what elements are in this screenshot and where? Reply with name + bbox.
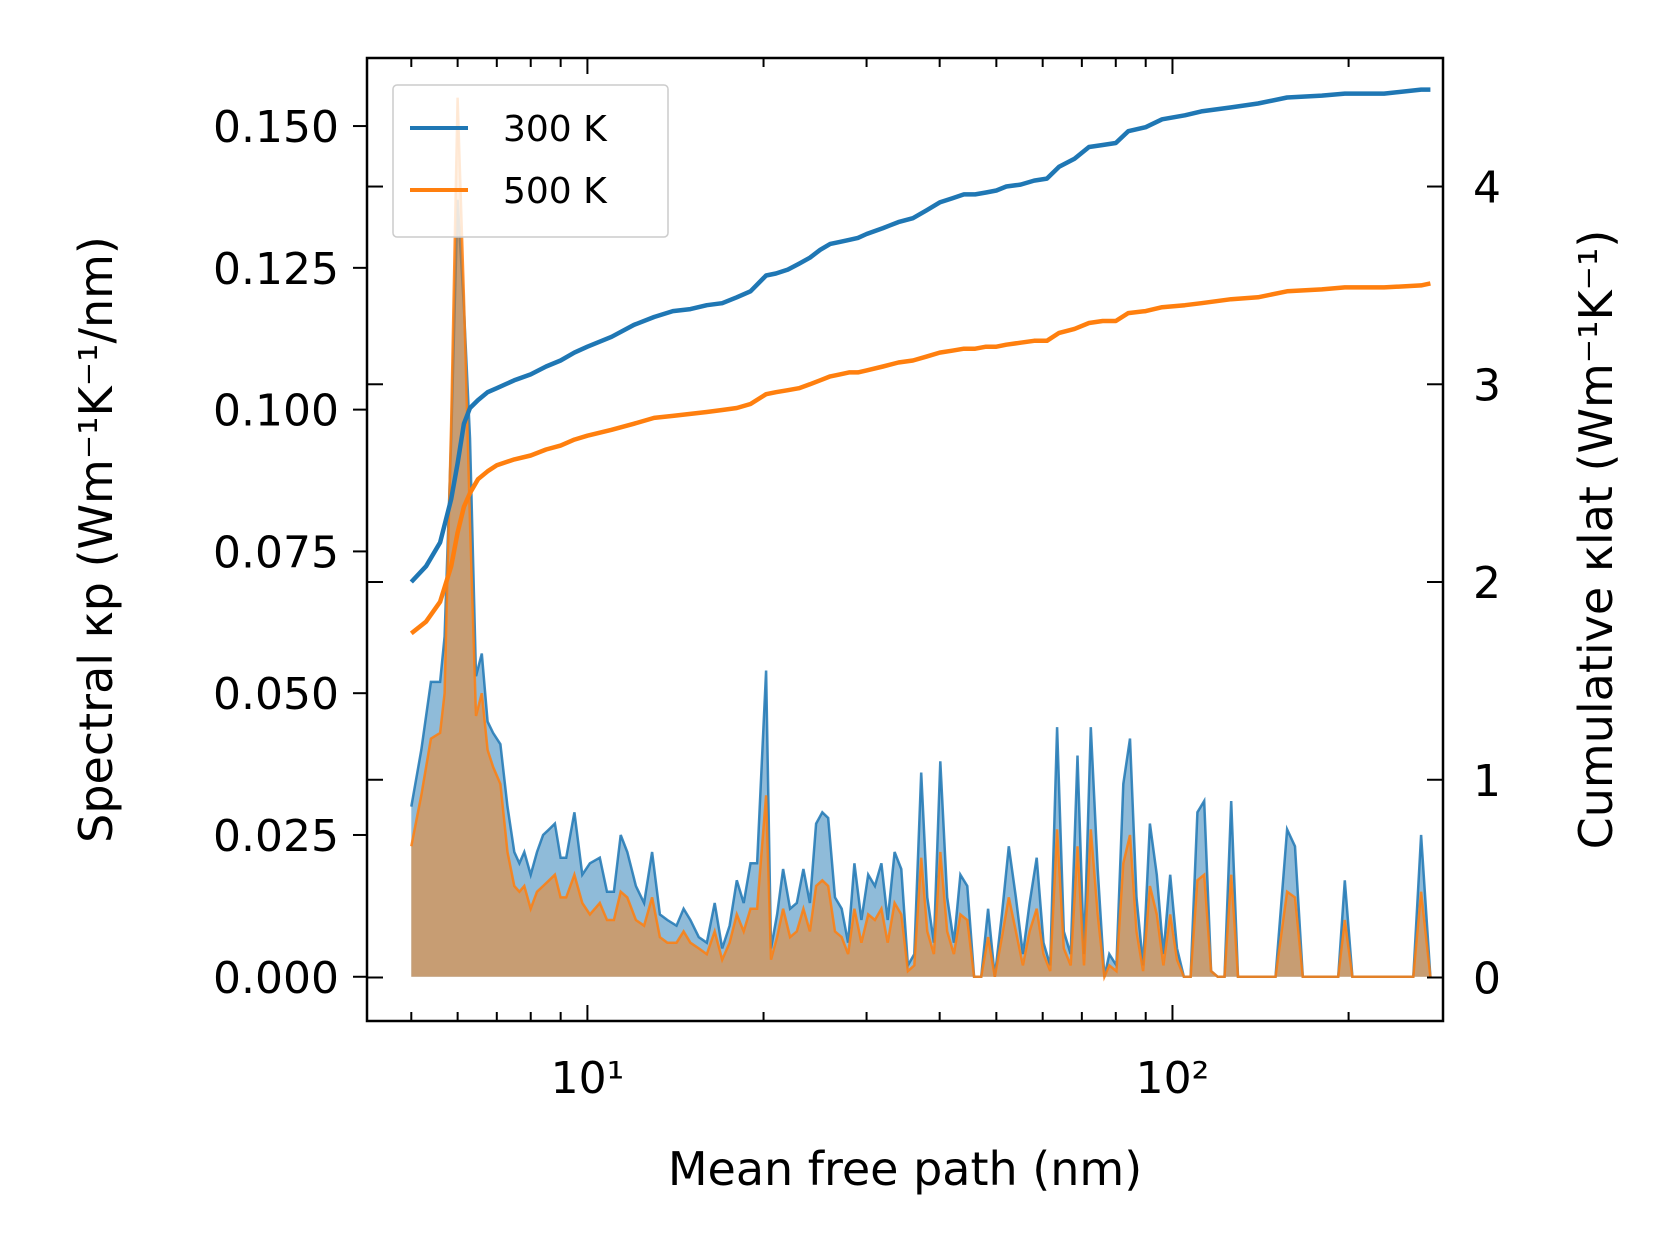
y-tick-label-left: 0.025 xyxy=(213,811,339,862)
x-tick-label: 10² xyxy=(1136,1053,1210,1104)
x-axis-label: Mean free path (nm) xyxy=(668,1142,1142,1196)
x-tick-label: 10¹ xyxy=(551,1053,625,1104)
cumulative-line-500k xyxy=(409,281,1431,636)
y-tick-label-right: 3 xyxy=(1473,360,1501,411)
y-tick-label-right: 1 xyxy=(1473,756,1501,807)
y-axis-label-right: Cumulative κlat (Wm⁻¹K⁻¹) xyxy=(1569,230,1623,850)
y-tick-label-left: 0.075 xyxy=(213,527,339,578)
y-axis-label-left: Spectral κp (Wm⁻¹K⁻¹/nm) xyxy=(69,236,123,843)
axis-ticks: 10¹ 10² 0.000 0.025 0.050 0.075 0.100 0.125 0.15… xyxy=(213,58,1501,1104)
y-tick-label-left: 0.050 xyxy=(213,669,339,720)
y-tick-label-left: 0.150 xyxy=(213,102,339,153)
y-tick-label-left: 0.125 xyxy=(213,244,339,295)
y-tick-label-left: 0.100 xyxy=(213,386,339,437)
plot-frame xyxy=(365,56,1445,1023)
y-tick-label-right: 4 xyxy=(1473,163,1501,214)
spectral-fills xyxy=(410,97,1432,982)
legend-label-300k: 300 K xyxy=(503,109,608,150)
data-lines xyxy=(409,87,1431,636)
y-tick-label-right: 0 xyxy=(1473,953,1501,1004)
legend: 300 K 500 K xyxy=(392,84,669,238)
spectral-line-300k xyxy=(410,199,1432,979)
legend-box xyxy=(392,84,669,238)
y-tick-label-right: 2 xyxy=(1473,558,1501,609)
spectral-line-500k xyxy=(410,97,1432,982)
y-tick-label-left: 0.000 xyxy=(213,953,339,1004)
spectral-area-500k xyxy=(411,97,1431,977)
legend-label-500k: 500 K xyxy=(503,171,608,212)
cumulative-line-300k xyxy=(409,87,1431,584)
